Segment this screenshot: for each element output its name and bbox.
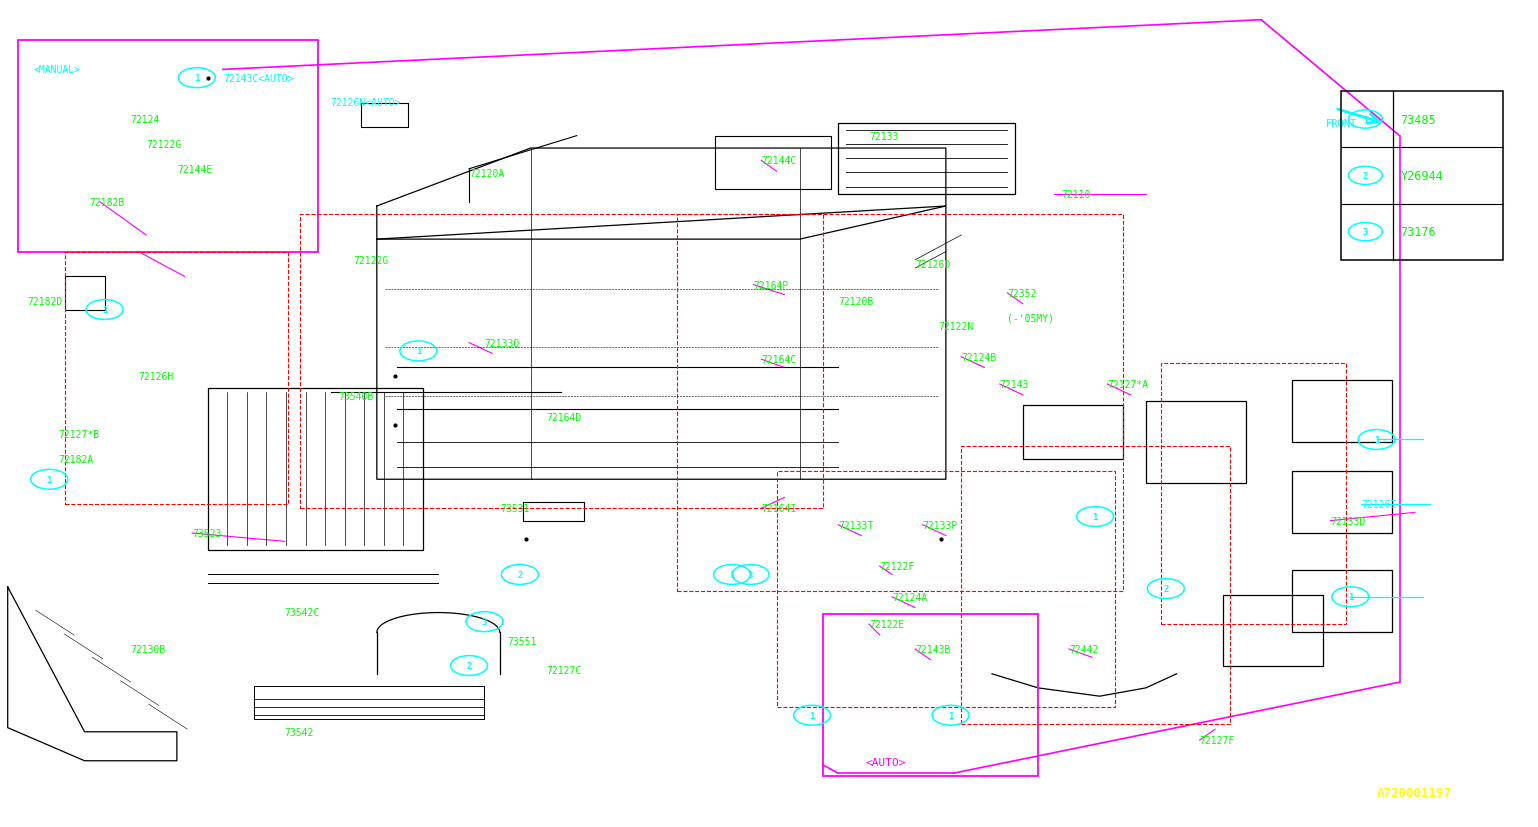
Text: 1: 1 <box>1373 436 1380 444</box>
Bar <box>18 41 318 252</box>
Text: 72122E: 72122E <box>869 619 904 629</box>
Bar <box>715 136 831 190</box>
Text: 1: 1 <box>102 306 108 314</box>
Text: (-'05MY): (-'05MY) <box>1007 313 1055 323</box>
Text: 72124A: 72124A <box>892 592 927 602</box>
Text: 72130B: 72130B <box>131 644 166 654</box>
Text: 72442: 72442 <box>1069 644 1098 654</box>
Text: 72126H: 72126H <box>138 371 174 381</box>
Text: 2: 2 <box>466 662 472 670</box>
Text: 72127*A: 72127*A <box>1107 380 1149 390</box>
Text: 72122F: 72122F <box>880 562 915 571</box>
Text: 3: 3 <box>747 571 754 579</box>
Text: <AUTO>: <AUTO> <box>866 758 906 767</box>
Bar <box>65 252 288 504</box>
Text: 1: 1 <box>809 711 815 719</box>
Bar <box>1292 471 1392 533</box>
Text: 2: 2 <box>1163 585 1169 593</box>
Text: 72164D: 72164D <box>546 413 581 423</box>
Text: 72144E: 72144E <box>177 165 212 174</box>
Text: 72122G: 72122G <box>354 256 389 265</box>
Text: 1: 1 <box>1363 116 1367 124</box>
Text: 72110: 72110 <box>1061 189 1090 199</box>
Bar <box>300 215 823 509</box>
Bar <box>1292 380 1392 442</box>
Text: 1: 1 <box>46 476 52 484</box>
Text: Y26944: Y26944 <box>1401 170 1443 183</box>
Text: 72133Q: 72133Q <box>484 338 520 348</box>
Text: 72124: 72124 <box>131 115 160 125</box>
Text: 73551: 73551 <box>508 636 537 646</box>
Text: 72133: 72133 <box>869 131 898 141</box>
Text: 72133P: 72133P <box>923 520 958 530</box>
Text: 72144C: 72144C <box>761 156 797 166</box>
Bar <box>1146 401 1246 484</box>
Bar <box>777 471 1115 707</box>
Bar <box>254 686 484 719</box>
Bar <box>1292 571 1392 633</box>
Text: 72133D: 72133D <box>1330 516 1366 526</box>
Text: 72127C: 72127C <box>546 665 581 675</box>
Text: 72120A: 72120A <box>469 169 504 179</box>
Text: 72143B: 72143B <box>915 644 950 654</box>
Bar <box>208 389 423 550</box>
Bar <box>523 503 584 521</box>
Text: 73542C: 73542C <box>285 607 320 617</box>
Text: 72126D: 72126D <box>915 260 950 270</box>
Text: 72126N<AUTO>: 72126N<AUTO> <box>331 98 401 108</box>
Text: 72352: 72352 <box>1007 289 1037 299</box>
Text: 72127*B: 72127*B <box>58 429 100 439</box>
Text: 1: 1 <box>415 347 421 356</box>
Text: 2: 2 <box>517 571 523 579</box>
Text: 1: 1 <box>947 711 954 719</box>
Text: A720001197: A720001197 <box>1377 786 1452 799</box>
Text: 72164P: 72164P <box>754 280 789 290</box>
Text: 72133T: 72133T <box>838 520 874 530</box>
Bar <box>961 447 1230 724</box>
Text: 1: 1 <box>1092 513 1098 521</box>
Bar <box>1341 92 1503 261</box>
Text: 72182B: 72182B <box>89 198 125 208</box>
Text: 1: 1 <box>1347 593 1353 601</box>
Bar <box>823 614 1038 776</box>
Text: 73531: 73531 <box>500 504 529 514</box>
Text: 72122G: 72122G <box>146 140 181 150</box>
Bar <box>1223 595 1323 666</box>
Text: 72143: 72143 <box>1000 380 1029 390</box>
Text: 73485: 73485 <box>1401 113 1436 127</box>
Text: 72182D: 72182D <box>28 297 63 307</box>
Bar <box>1023 405 1123 459</box>
Text: 72127F: 72127F <box>1200 735 1235 745</box>
Text: 72164C: 72164C <box>761 355 797 365</box>
Text: 72182A: 72182A <box>58 454 94 464</box>
Text: 73176: 73176 <box>1401 226 1436 239</box>
Text: 72122N: 72122N <box>938 322 974 332</box>
Text: 72143C<AUTO>: 72143C<AUTO> <box>223 74 294 84</box>
Text: 3: 3 <box>1363 228 1367 237</box>
Text: 73542: 73542 <box>285 727 314 737</box>
Text: 72126I: 72126I <box>1361 500 1397 509</box>
Text: 2: 2 <box>1363 172 1367 180</box>
Bar <box>677 215 1123 591</box>
Text: 3: 3 <box>481 618 488 626</box>
Text: 73523: 73523 <box>192 528 221 538</box>
Text: FRONT: FRONT <box>1326 119 1357 129</box>
Bar <box>838 124 1015 194</box>
Text: 73540B: 73540B <box>338 392 374 402</box>
Bar <box>1161 364 1346 624</box>
Text: 1: 1 <box>194 74 200 83</box>
Text: 72164I: 72164I <box>761 504 797 514</box>
Text: 1: 1 <box>729 571 735 579</box>
Text: 72124B: 72124B <box>961 352 997 362</box>
Text: <MANUAL>: <MANUAL> <box>34 65 82 75</box>
Text: 72120B: 72120B <box>838 297 874 307</box>
